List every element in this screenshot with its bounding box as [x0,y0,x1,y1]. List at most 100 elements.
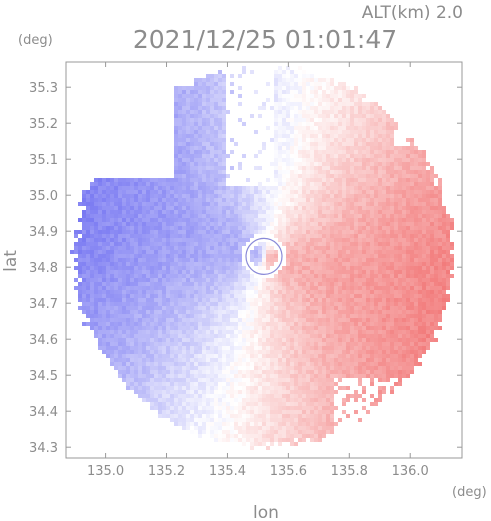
velocity-cell [238,238,242,242]
velocity-cell [134,318,138,322]
velocity-cell [178,322,182,326]
velocity-cell [310,326,314,330]
velocity-cell [198,154,202,158]
velocity-cell [282,94,286,98]
velocity-cell [346,286,350,290]
velocity-cell [314,306,318,310]
velocity-cell [290,294,294,298]
velocity-cell [410,222,414,226]
velocity-cell [350,270,354,274]
velocity-cell [226,234,230,238]
velocity-cell [198,130,202,134]
velocity-cell [414,342,418,346]
velocity-cell [310,82,314,86]
velocity-cell [390,186,394,190]
velocity-cell [154,198,158,202]
velocity-cell [414,286,418,290]
velocity-cell [162,206,166,210]
velocity-cell [302,238,306,242]
velocity-cell [178,106,182,110]
velocity-cell [430,198,434,202]
velocity-cell [342,202,346,206]
velocity-cell [326,242,330,246]
velocity-cell [386,310,390,314]
velocity-cell [406,278,410,282]
velocity-cell [114,330,118,334]
velocity-cell [270,214,274,218]
velocity-cell [306,178,310,182]
velocity-cell [102,210,106,214]
velocity-cell [186,106,190,110]
velocity-cell [394,218,398,222]
velocity-cell [238,190,242,194]
velocity-cell [226,286,230,290]
velocity-cell [182,114,186,118]
velocity-cell [82,274,86,278]
velocity-cell [210,142,214,146]
velocity-cell [222,138,226,142]
velocity-cell [150,190,154,194]
velocity-cell [330,274,334,278]
velocity-cell [350,254,354,258]
velocity-cell [414,218,418,222]
velocity-cell [354,306,358,310]
velocity-cell [230,270,234,274]
velocity-cell [222,342,226,346]
velocity-cell [82,250,86,254]
velocity-cell [346,314,350,318]
velocity-cell [438,258,442,262]
velocity-cell [158,222,162,226]
velocity-cell [214,290,218,294]
velocity-cell [398,202,402,206]
velocity-cell [166,230,170,234]
velocity-cell [142,198,146,202]
velocity-cell [378,146,382,150]
velocity-cell [182,162,186,166]
velocity-cell [394,242,398,246]
velocity-cell [246,214,250,218]
velocity-cell [362,242,366,246]
velocity-cell [314,142,318,146]
velocity-cell [390,294,394,298]
velocity-cell [166,242,170,246]
velocity-cell [250,274,254,278]
velocity-cell [386,186,390,190]
velocity-cell [274,114,278,118]
velocity-cell [350,174,354,178]
velocity-cell [322,194,326,198]
velocity-cell [74,286,78,290]
velocity-cell [182,266,186,270]
velocity-cell [258,182,262,186]
velocity-cell [402,170,406,174]
velocity-cell [374,182,378,186]
velocity-cell [382,126,386,130]
velocity-cell [410,158,414,162]
velocity-cell [174,170,178,174]
velocity-cell [306,190,310,194]
velocity-cell [414,154,418,158]
velocity-cell [434,174,438,178]
velocity-cell [382,218,386,222]
velocity-cell [210,254,214,258]
velocity-cell [134,190,138,194]
velocity-cell [218,146,222,150]
velocity-cell [366,230,370,234]
velocity-cell [146,182,150,186]
velocity-cell [98,246,102,250]
velocity-cell [182,318,186,322]
velocity-cell [222,130,226,134]
velocity-cell [278,298,282,302]
velocity-cell [370,182,374,186]
velocity-cell [386,194,390,198]
velocity-cell [178,258,182,262]
velocity-cell [334,118,338,122]
velocity-cell [350,166,354,170]
velocity-cell [154,234,158,238]
velocity-cell [442,298,446,302]
velocity-cell [290,106,294,110]
velocity-cell [382,338,386,342]
velocity-cell [394,214,398,218]
velocity-cell [358,306,362,310]
velocity-cell [410,298,414,302]
velocity-cell [374,118,378,122]
